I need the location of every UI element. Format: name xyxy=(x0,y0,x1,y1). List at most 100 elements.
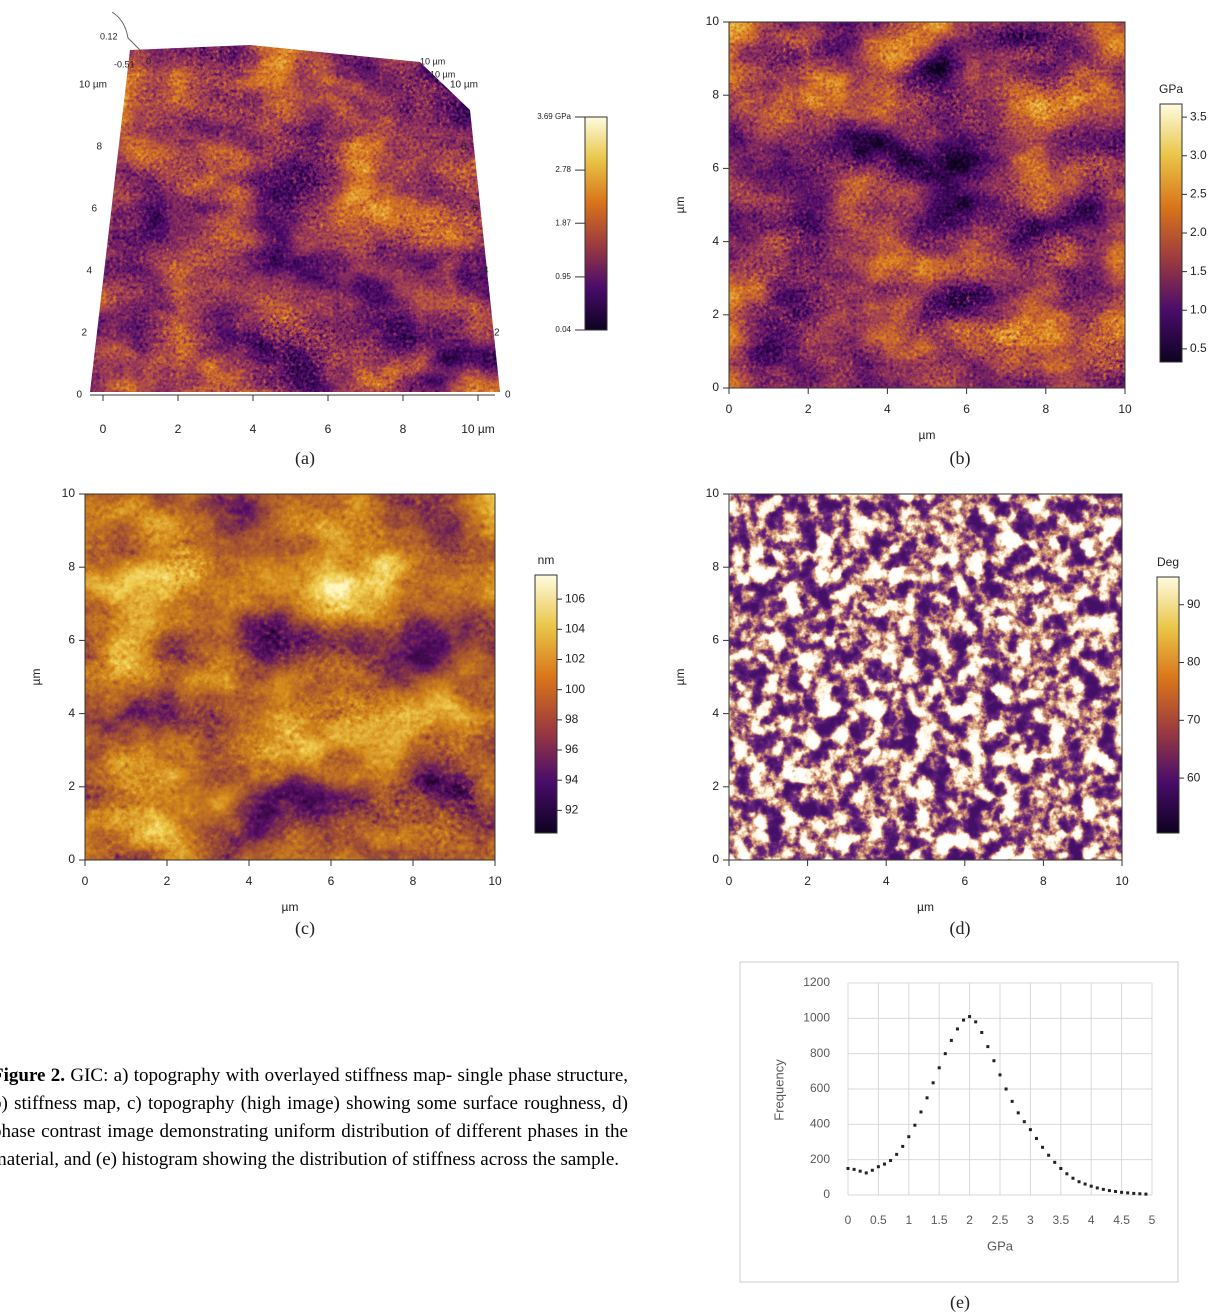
x-tick-label: 6 xyxy=(328,874,335,888)
x-tick-label: 2 xyxy=(805,402,812,416)
annotation: 0 xyxy=(146,56,151,66)
point xyxy=(968,1015,972,1019)
point xyxy=(980,1030,984,1034)
point xyxy=(1126,1191,1130,1195)
point xyxy=(1138,1192,1142,1196)
colorbar-tick-label: 104 xyxy=(565,621,585,635)
x-tick-label: 5 xyxy=(1149,1213,1156,1227)
colorbar-tick-label: 2.78 xyxy=(555,165,571,174)
point xyxy=(1065,1172,1069,1176)
point xyxy=(852,1167,856,1171)
y-tick-label: 200 xyxy=(810,1152,830,1166)
colorbar-tick-label: 3.0 xyxy=(1190,148,1207,162)
y-tick-label: 1200 xyxy=(803,975,830,989)
plot-frame xyxy=(84,493,496,861)
point xyxy=(1132,1191,1136,1195)
stiffness-image xyxy=(729,22,1125,388)
point xyxy=(1077,1180,1081,1184)
point xyxy=(895,1152,899,1156)
y-tick-label: 400 xyxy=(810,1117,830,1131)
colorbar-tick-label: 1.0 xyxy=(1190,302,1207,316)
colorbar-tick-label: 96 xyxy=(565,742,579,756)
point xyxy=(1120,1190,1124,1194)
y-tick-label-right: 4 xyxy=(483,266,489,277)
y-tick-label: 8 xyxy=(68,559,75,573)
point xyxy=(1071,1176,1075,1180)
topography-image xyxy=(85,494,495,860)
colorbar-tick-label: 100 xyxy=(565,682,585,696)
y-tick-label: 10 µm xyxy=(79,80,107,91)
point xyxy=(962,1018,966,1022)
x-tick-label: 6 xyxy=(963,402,970,416)
x-tick-label: 8 xyxy=(1040,874,1047,888)
colorbar-tick-label: 92 xyxy=(565,803,579,817)
panel-label: (b) xyxy=(950,448,971,469)
point xyxy=(1144,1192,1148,1196)
caption-label: Figure 2. xyxy=(0,1065,66,1086)
point xyxy=(1095,1186,1099,1190)
colorbar-tick-label: 3.5 xyxy=(1190,109,1207,123)
y-tick-label: 0 xyxy=(712,852,719,866)
colorbar-tick-label: 70 xyxy=(1187,712,1201,726)
x-tick-label: 4 xyxy=(884,402,891,416)
colorbar-tick-label: 0.95 xyxy=(555,272,571,281)
point xyxy=(901,1144,905,1148)
x-tick-label: 2 xyxy=(804,874,811,888)
point xyxy=(955,1027,959,1031)
panel-label: (e) xyxy=(950,1292,970,1313)
y-tick-label: 10 xyxy=(706,14,720,28)
y-axis-label: Frequency xyxy=(771,1059,786,1121)
point xyxy=(889,1159,893,1163)
x-tick-label: 2 xyxy=(966,1213,973,1227)
colorbar xyxy=(1156,576,1180,834)
y-tick-label: 0 xyxy=(76,390,82,401)
y-tick-label: 2 xyxy=(712,307,719,321)
x-tick-label: 3.5 xyxy=(1052,1213,1069,1227)
y-tick-label: 4 xyxy=(86,266,92,277)
annotation: -0.51 xyxy=(114,59,135,69)
colorbar xyxy=(1159,103,1183,363)
annotation: 10 µm xyxy=(420,56,445,66)
colorbar-tick-label: 90 xyxy=(1187,597,1201,611)
colorbar-title: Deg xyxy=(1157,555,1179,569)
phase-image xyxy=(729,494,1122,860)
x-tick-label: 0.5 xyxy=(870,1213,887,1227)
annotation: 10 µm xyxy=(430,69,455,79)
point xyxy=(846,1167,850,1170)
y-tick-label: 8 xyxy=(96,142,102,153)
x-tick-label: 4 xyxy=(246,874,253,888)
point xyxy=(1101,1187,1105,1191)
x-tick-label: 10 xyxy=(1115,874,1129,888)
point xyxy=(986,1045,990,1049)
point xyxy=(992,1059,996,1063)
x-tick-label: 10 µm xyxy=(461,422,495,436)
panel-label: (c) xyxy=(295,918,315,939)
caption-text: GIC: a) topography with overlayed stiffn… xyxy=(0,1065,629,1170)
colorbar-title: nm xyxy=(538,553,555,567)
caption: Figure 2. GIC: a) topography with overla… xyxy=(0,1062,628,1174)
colorbar-tick-label: 94 xyxy=(565,772,579,786)
x-tick-label: 8 xyxy=(400,422,407,436)
x-tick-label: 6 xyxy=(325,422,332,436)
point xyxy=(858,1169,862,1173)
colorbar-tick-label: 106 xyxy=(565,591,585,605)
y-tick-label: 2 xyxy=(712,779,719,793)
panel-label: (a) xyxy=(295,448,315,469)
y-tick-label: 8 xyxy=(712,87,719,101)
point xyxy=(1053,1160,1057,1164)
colorbar-tick-label: 1.5 xyxy=(1190,264,1207,278)
y-tick-label: 6 xyxy=(91,204,97,215)
point xyxy=(974,1020,978,1024)
x-tick-label: 2.5 xyxy=(992,1213,1009,1227)
y-tick-label-right: 8 xyxy=(461,142,467,153)
y-tick-label: 0 xyxy=(712,380,719,394)
y-tick-label: 1000 xyxy=(803,1011,830,1025)
point xyxy=(1089,1184,1093,1188)
y-tick-label-right: 6 xyxy=(472,204,478,215)
chart-frame xyxy=(739,961,1179,1283)
point xyxy=(943,1052,947,1056)
y-tick-label: 0 xyxy=(68,852,75,866)
x-tick-label: 10 xyxy=(488,874,502,888)
